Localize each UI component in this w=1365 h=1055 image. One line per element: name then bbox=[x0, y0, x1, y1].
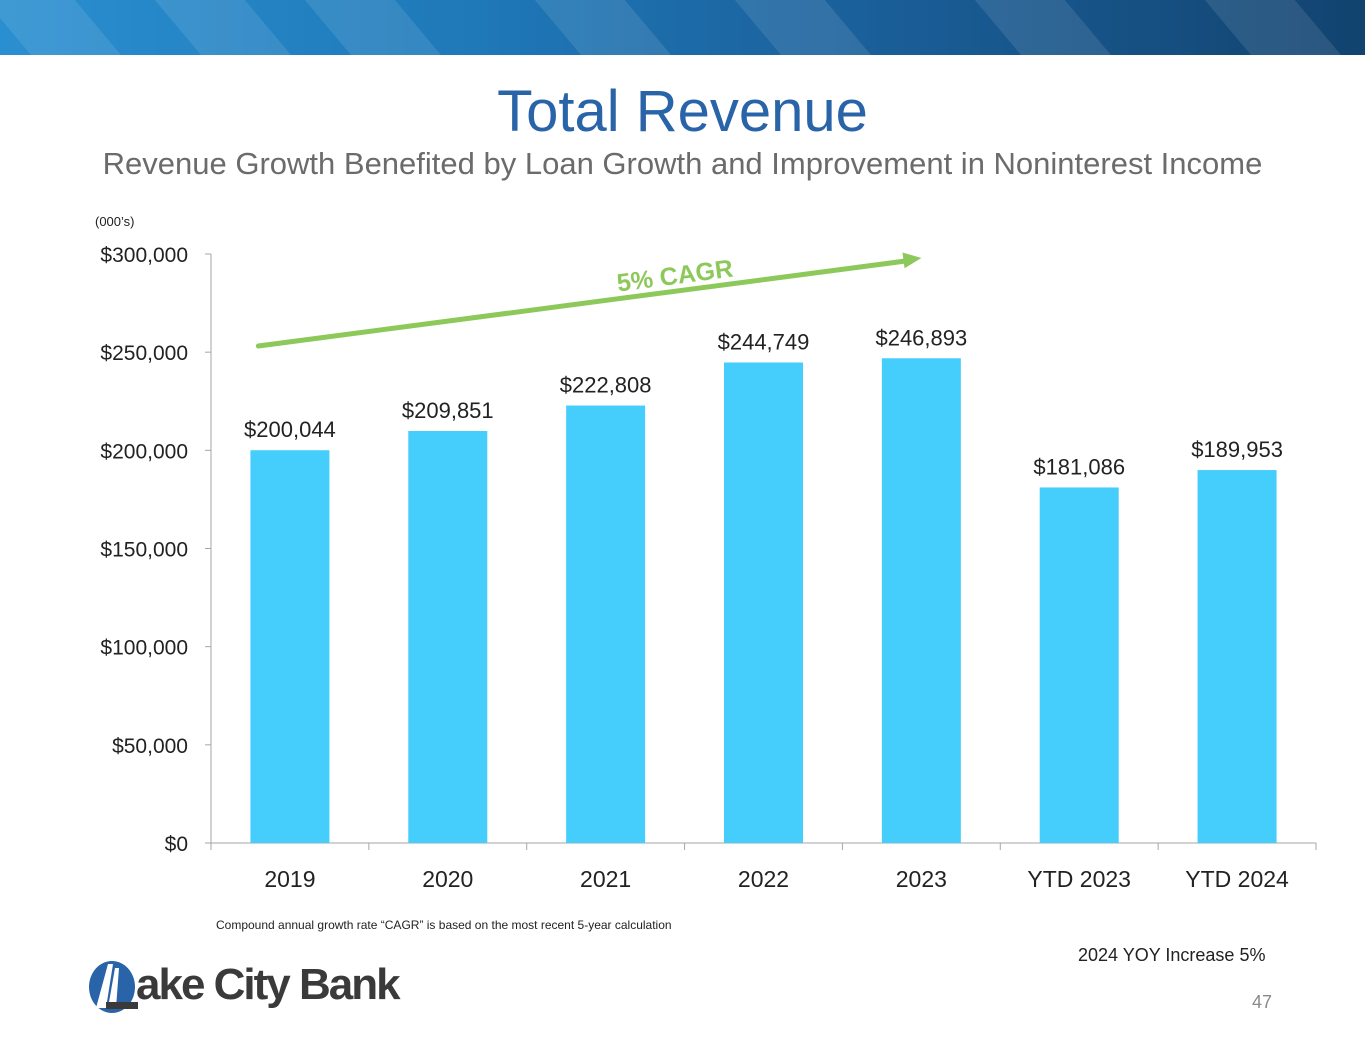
page-number: 47 bbox=[1252, 992, 1273, 1012]
y-tick-label: $50,000 bbox=[112, 735, 188, 758]
y-tick-label: $250,000 bbox=[100, 342, 188, 365]
y-tick-label: $100,000 bbox=[100, 637, 188, 660]
cagr-footnote: Compound annual growth rate “CAGR” is ba… bbox=[216, 918, 672, 932]
bar bbox=[408, 430, 488, 843]
cagr-arrow-line bbox=[255, 258, 912, 349]
logo-text: ake City Bank bbox=[136, 960, 401, 1009]
logo-mark-icon bbox=[89, 961, 138, 1013]
data-label: $200,044 bbox=[244, 417, 336, 442]
y-tick-label: $300,000 bbox=[100, 244, 188, 267]
y-tick-label: $0 bbox=[165, 833, 188, 856]
unit-note: (000’s) bbox=[95, 214, 135, 229]
x-tick-label: 2019 bbox=[264, 866, 315, 892]
x-tick-label: 2020 bbox=[422, 866, 473, 892]
x-tick-label: 2022 bbox=[738, 866, 789, 892]
bar bbox=[566, 405, 646, 843]
yoy-increase-note: 2024 YOY Increase 5% bbox=[1078, 945, 1266, 965]
bar bbox=[881, 358, 961, 843]
page-title: Total Revenue bbox=[497, 79, 868, 144]
bar bbox=[724, 362, 803, 843]
x-tick-label: YTD 2024 bbox=[1185, 866, 1289, 892]
data-label: $222,808 bbox=[560, 373, 652, 398]
x-tick-label: YTD 2023 bbox=[1027, 866, 1131, 892]
y-tick-label: $200,000 bbox=[100, 440, 188, 463]
data-label: $244,749 bbox=[718, 329, 810, 354]
data-label: $189,953 bbox=[1191, 437, 1283, 462]
cagr-arrow-head bbox=[902, 252, 922, 269]
bar bbox=[1197, 470, 1277, 843]
bar bbox=[250, 450, 330, 843]
top-banner bbox=[0, 0, 1365, 55]
bar bbox=[1039, 487, 1119, 843]
data-label: $209,851 bbox=[402, 398, 494, 423]
y-tick-label: $150,000 bbox=[100, 539, 188, 562]
x-tick-label: 2023 bbox=[896, 866, 947, 892]
data-label: $181,086 bbox=[1033, 454, 1125, 479]
lake-city-bank-logo: ake City Bank bbox=[86, 952, 401, 1018]
x-tick-label: 2021 bbox=[580, 866, 631, 892]
page-subtitle: Revenue Growth Benefited by Loan Growth … bbox=[102, 146, 1263, 181]
data-label: $246,893 bbox=[875, 325, 967, 350]
